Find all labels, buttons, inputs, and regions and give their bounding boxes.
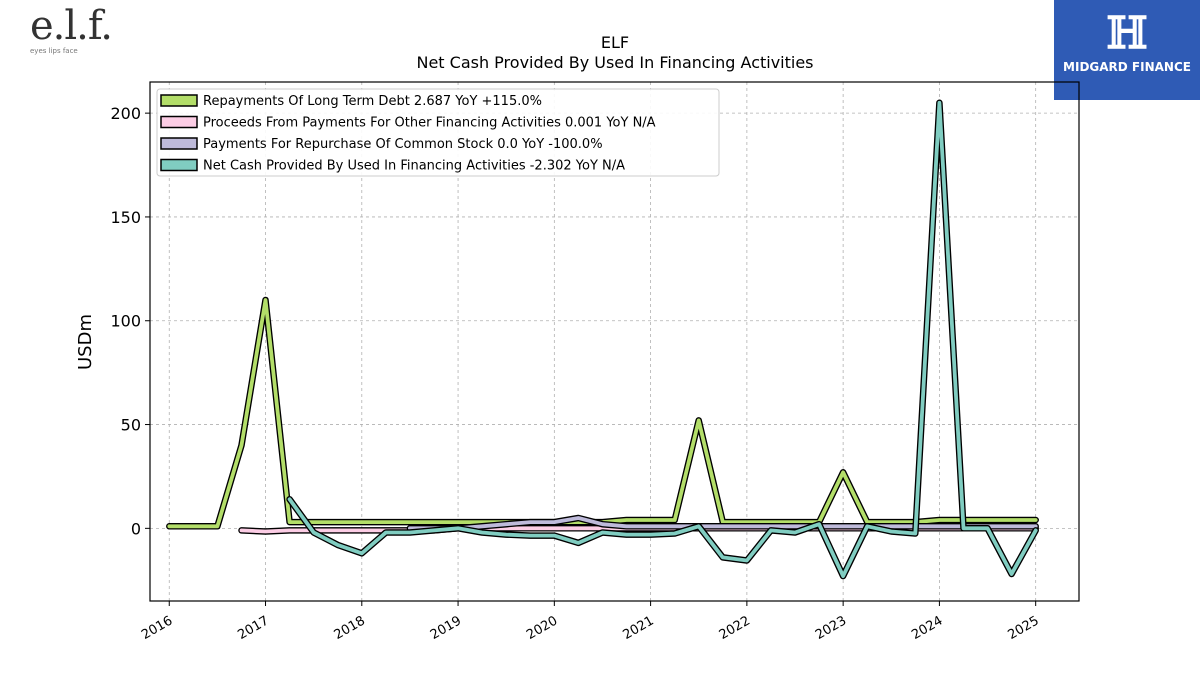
legend-swatch: [160, 158, 198, 172]
legend-label: Proceeds From Payments For Other Financi…: [203, 116, 656, 131]
series-2-line: [406, 514, 1039, 532]
x-tick-label: 2018: [332, 613, 368, 643]
y-tick-label: 150: [110, 208, 141, 227]
chart-title: ELF: [601, 33, 629, 52]
elf-logo-tagline: eyes lips face: [30, 47, 78, 55]
x-tick-label: 2025: [1006, 613, 1042, 643]
legend-label: Payments For Repurchase Of Common Stock …: [203, 137, 603, 152]
legend-label: Net Cash Provided By Used In Financing A…: [203, 159, 625, 174]
series-0-outline: [166, 296, 1039, 530]
series-3-line: [286, 99, 1039, 580]
series-layer: [166, 99, 1039, 580]
legend: Repayments Of Long Term Debt 2.687 YoY +…: [156, 88, 720, 177]
y-tick-label: 200: [110, 104, 141, 123]
x-tick-label: 2019: [428, 613, 464, 643]
midgard-finance-logo: ℍ MIDGARD FINANCE: [1054, 0, 1200, 100]
legend-label: Repayments Of Long Term Debt 2.687 YoY +…: [203, 94, 542, 109]
x-tick-label: 2017: [235, 613, 271, 643]
x-tick-label: 2016: [139, 613, 175, 643]
legend-swatch: [160, 94, 198, 107]
y-tick-label: 0: [131, 519, 141, 538]
legend-swatch: [160, 115, 198, 129]
legend-swatch: [160, 137, 198, 150]
series-3-stroke: [287, 100, 1038, 578]
x-tick-label: 2021: [620, 613, 656, 643]
x-tick-label: 2020: [524, 613, 560, 643]
y-tick-label: 50: [121, 416, 141, 435]
legend-box: [156, 88, 720, 177]
x-tick-label: 2022: [717, 613, 753, 643]
series-2-stroke: [407, 516, 1038, 531]
midgard-logo-text: MIDGARD FINANCE: [1063, 60, 1191, 74]
series-0-stroke: [167, 298, 1038, 529]
x-tick-label: 2024: [909, 613, 945, 643]
x-tick-label: 2023: [813, 613, 849, 643]
y-tick-label: 100: [110, 312, 141, 331]
plot-frame: [149, 81, 1080, 602]
series-0-line: [166, 296, 1039, 530]
y-axis-label: USDm: [75, 314, 96, 370]
chart-subtitle: Net Cash Provided By Used In Financing A…: [416, 53, 813, 72]
midgard-logo-mark-icon: ℍ: [1106, 8, 1148, 59]
